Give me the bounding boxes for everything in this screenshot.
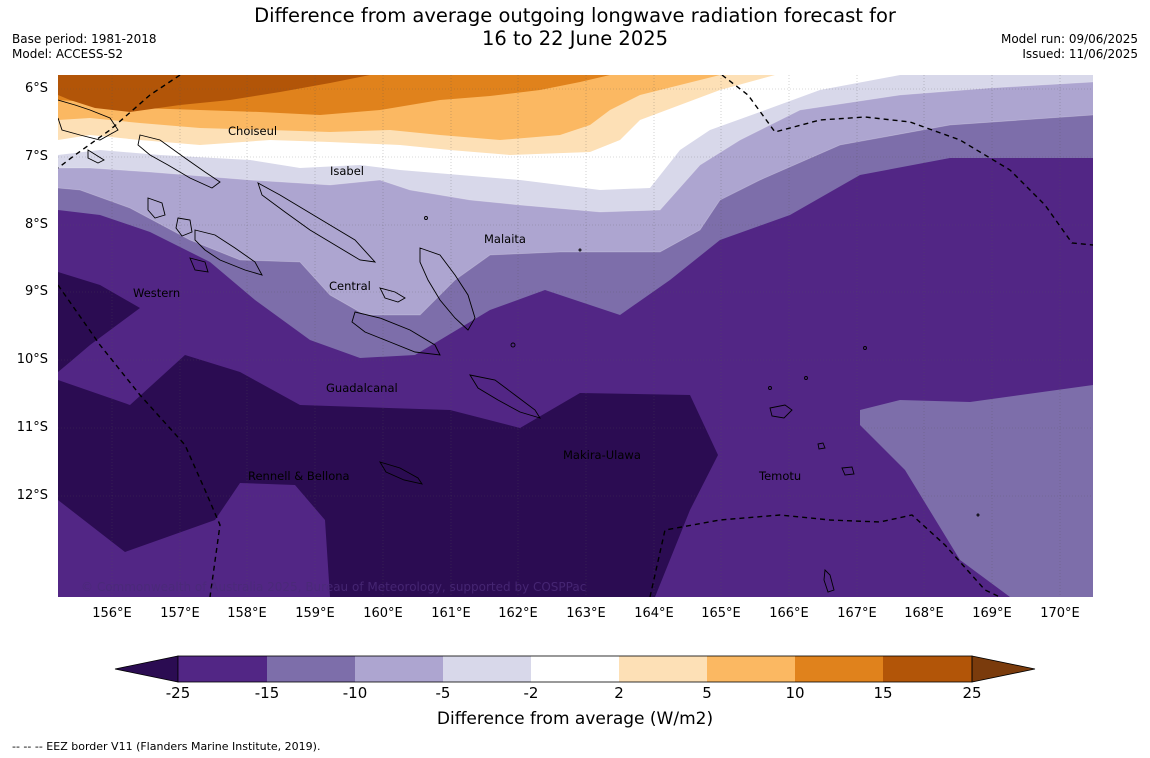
colorbar-tick: -15 xyxy=(254,684,280,702)
colorbar-swatch xyxy=(795,656,883,682)
coastlines xyxy=(58,99,980,593)
islet-outline xyxy=(578,248,582,252)
colorbar-tick: 15 xyxy=(873,684,893,702)
lon-label: 165°E xyxy=(701,606,741,621)
meta-right: Model run: 09/06/2025 Issued: 11/06/2025 xyxy=(1001,32,1138,62)
base-period: Base period: 1981-2018 xyxy=(12,32,157,46)
colorbar xyxy=(114,655,1036,683)
utupua-outline xyxy=(817,442,826,450)
band-below-minus25-south xyxy=(58,355,718,597)
colorbar-swatch xyxy=(178,656,267,682)
region-label-isabel: Isabel xyxy=(330,164,365,178)
shortland-outline xyxy=(87,149,105,164)
islet-outline xyxy=(804,376,808,380)
copyright-notice: © Commonwealth of Australia 2025, Bureau… xyxy=(81,580,587,594)
islet-outline xyxy=(863,346,867,350)
guadalcanal-outline xyxy=(351,311,441,356)
region-label-temotu: Temotu xyxy=(759,469,802,483)
issued-date: Issued: 11/06/2025 xyxy=(1022,47,1138,61)
vella-lavella-outline xyxy=(147,197,166,219)
lat-label: 7°S xyxy=(24,149,48,164)
lat-label: 8°S xyxy=(24,217,48,232)
colorbar-extend-low xyxy=(114,655,179,683)
region-label-malaita: Malaita xyxy=(484,232,526,246)
eez-border xyxy=(58,75,1093,597)
santa-cruz-outline xyxy=(769,404,793,419)
colorbar-outline xyxy=(177,655,973,683)
lon-label: 157°E xyxy=(160,606,200,621)
torres-outline xyxy=(823,569,835,593)
lon-label: 169°E xyxy=(972,606,1012,621)
region-label-guadalcanal: Guadalcanal xyxy=(326,381,398,395)
model-name: Model: ACCESS-S2 xyxy=(12,47,124,61)
lat-label: 9°S xyxy=(24,284,48,299)
colorbar-swatch xyxy=(443,656,531,682)
colorbar-tick: -5 xyxy=(435,684,451,702)
colorbar-swatch xyxy=(355,656,443,682)
makira-outline xyxy=(469,374,542,419)
lat-label: 12°S xyxy=(16,488,48,503)
lon-label: 170°E xyxy=(1040,606,1080,621)
kolombangara-outline xyxy=(175,217,193,237)
lon-label: 159°E xyxy=(295,606,335,621)
isabel-outline xyxy=(257,182,377,263)
region-label-makira-ulawa: Makira-Ulawa xyxy=(563,448,641,462)
map-plot-area xyxy=(58,75,1093,597)
islet-outline xyxy=(510,342,516,348)
lon-label: 160°E xyxy=(363,606,403,621)
new-georgia-outline xyxy=(194,229,263,276)
lon-label: 163°E xyxy=(566,606,606,621)
malaita-outline xyxy=(419,247,476,331)
colorbar-swatch xyxy=(707,656,795,682)
islet-outline xyxy=(768,386,772,390)
lat-label: 6°S xyxy=(24,81,48,96)
vanikoro-outline xyxy=(841,466,855,476)
choiseul-outline xyxy=(137,134,221,189)
colorbar-swatch xyxy=(883,656,972,682)
region-label-central: Central xyxy=(329,279,371,293)
band-below-minus25-west xyxy=(58,272,140,372)
lon-label: 162°E xyxy=(498,606,538,621)
lon-label: 158°E xyxy=(227,606,267,621)
band-minus10-east xyxy=(860,385,1093,597)
lon-label: 167°E xyxy=(837,606,877,621)
region-label-choiseul: Choiseul xyxy=(228,124,278,138)
map-title-line2: 16 to 22 June 2025 xyxy=(481,27,669,50)
contour-lines xyxy=(58,81,1093,316)
band-plus15-plus25 xyxy=(58,75,370,112)
graticule xyxy=(58,75,1093,597)
region-label-western: Western xyxy=(133,286,181,300)
colorbar-tick: 10 xyxy=(785,684,805,702)
rennell-outline xyxy=(379,461,423,485)
colorbar-tick: 2 xyxy=(614,684,624,702)
model-run: Model run: 09/06/2025 xyxy=(1000,32,1138,46)
colorbar-tick: -10 xyxy=(342,684,368,702)
nggela-outline xyxy=(379,287,406,303)
lon-label: 168°E xyxy=(904,606,944,621)
colorbar-label: Difference from average (W/m2) xyxy=(436,709,714,729)
rendova-outline xyxy=(189,257,209,273)
colorbar-tick: -2 xyxy=(523,684,539,702)
lat-label: 10°S xyxy=(16,352,48,367)
lon-label: 161°E xyxy=(431,606,471,621)
bougainville-outline xyxy=(58,99,119,141)
eez-footnote: -- -- -- EEZ border V11 (Flanders Marine… xyxy=(12,740,321,753)
islet-outline xyxy=(976,513,980,517)
colorbar-tick: 25 xyxy=(962,684,982,702)
islet-outline xyxy=(424,216,428,220)
meta-left: Base period: 1981-2018 Model: ACCESS-S2 xyxy=(12,32,157,62)
lon-label: 164°E xyxy=(634,606,674,621)
colorbar-swatch xyxy=(267,656,355,682)
lon-label: 166°E xyxy=(769,606,809,621)
colorbar-swatch xyxy=(619,656,707,682)
lat-label: 11°S xyxy=(16,420,48,435)
colorbar-swatch xyxy=(531,656,619,682)
lon-label: 156°E xyxy=(92,606,132,621)
colorbar-tick: 5 xyxy=(702,684,712,702)
map-title-line1: Difference from average outgoing longwav… xyxy=(254,4,896,27)
colorbar-extend-high xyxy=(971,655,1036,683)
colorbar-tick: -25 xyxy=(165,684,191,702)
region-label-rennell-bellona: Rennell & Bellona xyxy=(248,469,350,483)
